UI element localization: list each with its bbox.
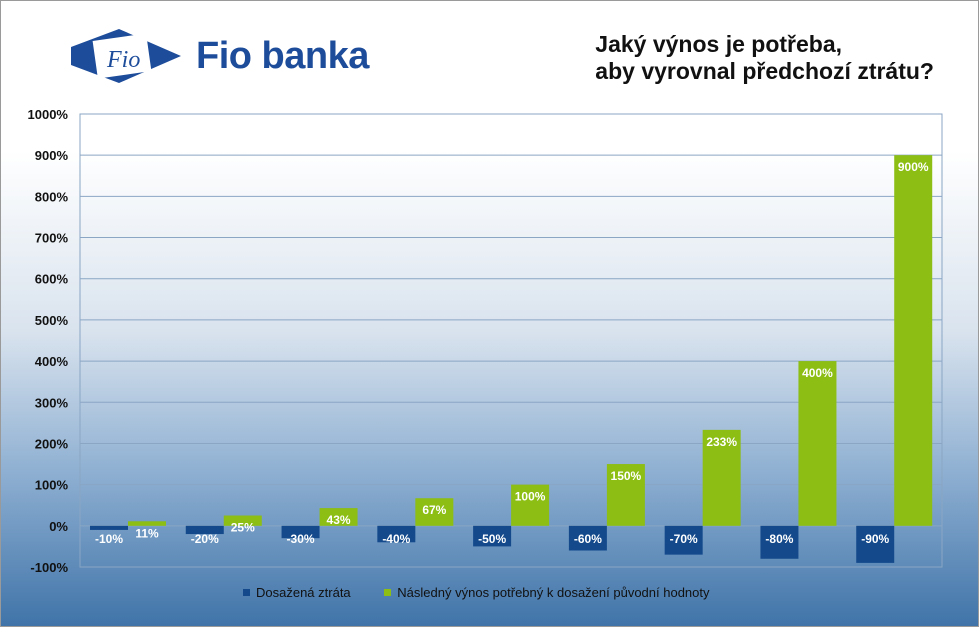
legend-label-gain: Následný výnos potřebný k dosažení původ…: [397, 585, 710, 600]
legend-item-gain: Následný výnos potřebný k dosažení původ…: [384, 585, 710, 600]
loss-data-label: -70%: [670, 532, 698, 546]
loss-data-label: -90%: [861, 532, 889, 546]
y-tick-label: 0%: [49, 519, 68, 534]
loss-data-label: -30%: [287, 532, 315, 546]
gain-bar: [798, 361, 837, 526]
gain-data-label: 400%: [802, 366, 833, 380]
loss-bar: [473, 525, 512, 547]
gain-data-label: 43%: [327, 513, 351, 527]
legend-swatch-loss: [243, 589, 250, 597]
gain-bar: [128, 521, 166, 526]
gain-bar: [894, 155, 933, 526]
chart-title-line2: aby vyrovnal předchozí ztrátu?: [595, 58, 934, 84]
y-tick-label: 600%: [35, 272, 69, 287]
legend-item-loss: Dosažená ztráta: [243, 585, 351, 600]
y-tick-label: 200%: [35, 436, 69, 451]
y-tick-label: 100%: [35, 478, 69, 493]
gain-data-label: 11%: [135, 526, 159, 540]
plot-area: [79, 113, 943, 568]
brand-name: Fio banka: [196, 35, 369, 77]
loss-bar: [90, 525, 128, 530]
y-tick-label: 400%: [35, 354, 69, 369]
loss-data-label: -10%: [95, 532, 123, 546]
loss-bar: [377, 525, 416, 543]
loss-data-label: -60%: [574, 532, 602, 546]
chart-title: Jaký výnos je potřeba, aby vyrovnal před…: [595, 31, 934, 85]
gain-data-label: 233%: [706, 435, 737, 449]
loss-bar: [856, 525, 895, 563]
loss-bar: [760, 525, 799, 559]
y-tick-label: 1000%: [28, 107, 69, 122]
y-tick-label: -100%: [30, 560, 68, 575]
gain-bar: [606, 464, 645, 526]
y-tick-label: 300%: [35, 395, 69, 410]
loss-data-label: -50%: [478, 532, 506, 546]
legend: Dosažená ztráta Následný výnos potřebný …: [243, 585, 740, 600]
loss-data-label: -80%: [765, 532, 793, 546]
logo-text: Fio: [106, 47, 140, 73]
gain-bar: [319, 508, 358, 526]
loss-bar: [185, 525, 224, 535]
loss-data-label: -20%: [191, 532, 219, 546]
y-tick-label: 700%: [35, 231, 69, 246]
legend-label-loss: Dosažená ztráta: [256, 585, 351, 600]
chart-title-line1: Jaký výnos je potřeba,: [595, 31, 843, 57]
gain-data-label: 25%: [231, 521, 255, 535]
y-tick-label: 900%: [35, 148, 69, 163]
gain-data-label: 67%: [422, 503, 446, 517]
loss-data-label: -40%: [382, 532, 410, 546]
loss-bar: [664, 525, 703, 555]
legend-swatch-gain: [384, 589, 392, 597]
gain-data-label: 900%: [898, 160, 929, 174]
y-tick-label: 800%: [35, 189, 69, 204]
gain-bar: [702, 429, 741, 526]
fio-logo: Fio: [71, 29, 181, 83]
gain-data-label: 150%: [611, 469, 642, 483]
loss-bar: [281, 525, 320, 539]
gain-bar: [223, 515, 262, 526]
y-tick-label: 500%: [35, 313, 69, 328]
gain-bar: [511, 484, 550, 526]
gain-bar: [415, 498, 454, 526]
logo-center-plate-icon: [92, 33, 152, 79]
gain-data-label: 100%: [515, 490, 546, 504]
loss-bar: [568, 525, 607, 551]
